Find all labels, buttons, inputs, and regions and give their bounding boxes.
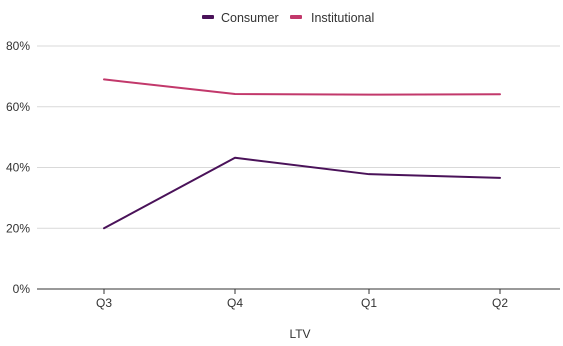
y-tick-label: 80% bbox=[6, 39, 30, 53]
x-axis-ticks: Q3 Q4 Q1 Q2 bbox=[96, 289, 508, 310]
y-axis-ticks: 0% 20% 40% 60% 80% bbox=[6, 39, 30, 296]
y-tick-label: 60% bbox=[6, 100, 30, 114]
series-line-institutional bbox=[103, 78, 501, 96]
x-tick-label: Q4 bbox=[227, 296, 243, 310]
legend-swatch-institutional bbox=[290, 15, 302, 19]
legend: Consumer Institutional bbox=[202, 11, 374, 25]
x-tick-label: Q3 bbox=[96, 296, 112, 310]
x-axis-title: LTV bbox=[289, 327, 310, 341]
y-tick-label: 40% bbox=[6, 161, 30, 175]
series-lines bbox=[103, 78, 501, 230]
legend-label-consumer: Consumer bbox=[221, 11, 279, 25]
legend-swatch-consumer bbox=[202, 15, 214, 19]
y-tick-label: 0% bbox=[13, 282, 31, 296]
y-tick-label: 20% bbox=[6, 221, 30, 235]
series-line-consumer bbox=[103, 156, 501, 230]
legend-label-institutional: Institutional bbox=[311, 11, 374, 25]
x-tick-label: Q1 bbox=[361, 296, 377, 310]
x-tick-label: Q2 bbox=[492, 296, 508, 310]
gridlines bbox=[37, 45, 560, 290]
